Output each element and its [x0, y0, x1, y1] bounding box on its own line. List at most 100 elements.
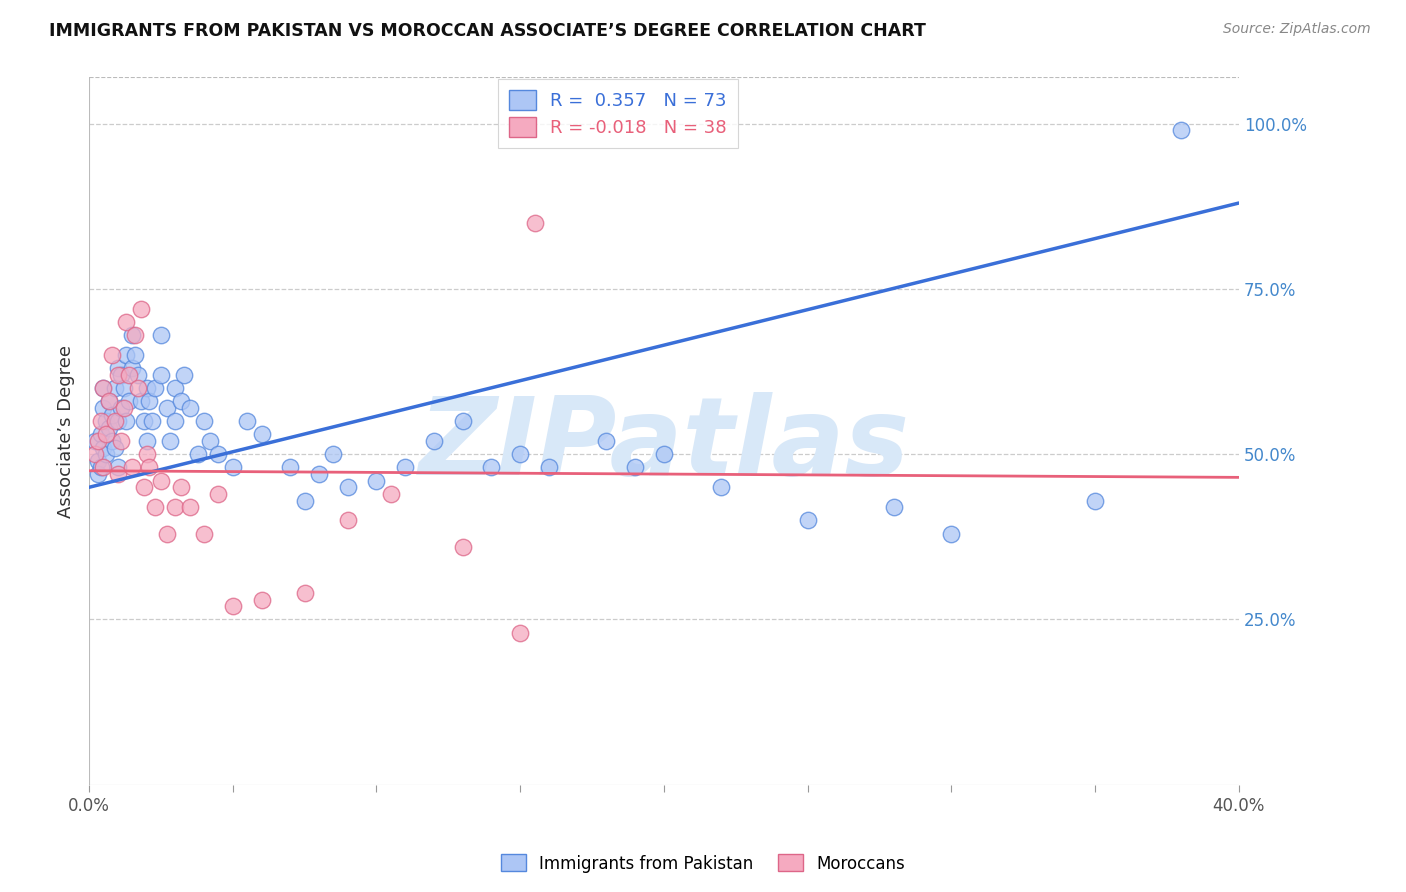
Point: [156, 526, 179, 541]
Point: [135, 447, 157, 461]
Point: [322, 447, 344, 461]
Point: [173, 368, 195, 382]
Point: [121, 361, 143, 376]
Legend: Immigrants from Pakistan, Moroccans: Immigrants from Pakistan, Moroccans: [494, 847, 912, 880]
Point: [118, 368, 141, 382]
Point: [96, 414, 118, 428]
Point: [143, 500, 166, 515]
Point: [110, 434, 132, 448]
Point: [107, 467, 129, 481]
Point: [710, 480, 733, 494]
Point: [107, 361, 129, 376]
Point: [294, 493, 316, 508]
Point: [112, 401, 135, 415]
Point: [222, 599, 245, 614]
Point: [149, 368, 172, 382]
Point: [537, 460, 560, 475]
Point: [336, 513, 359, 527]
Point: [129, 394, 152, 409]
Y-axis label: Associate’s Degree: Associate’s Degree: [58, 344, 75, 517]
Point: [93, 401, 115, 415]
Point: [132, 480, 155, 494]
Point: [198, 434, 221, 448]
Point: [101, 408, 124, 422]
Point: [93, 381, 115, 395]
Text: Source: ZipAtlas.com: Source: ZipAtlas.com: [1223, 22, 1371, 37]
Point: [129, 301, 152, 316]
Text: IMMIGRANTS FROM PAKISTAN VS MOROCCAN ASSOCIATE’S DEGREE CORRELATION CHART: IMMIGRANTS FROM PAKISTAN VS MOROCCAN ASS…: [49, 22, 927, 40]
Point: [366, 474, 388, 488]
Point: [883, 500, 905, 515]
Legend: R =  0.357   N = 73, R = -0.018   N = 38: R = 0.357 N = 73, R = -0.018 N = 38: [498, 79, 738, 148]
Point: [101, 434, 124, 448]
Point: [308, 467, 330, 481]
Point: [115, 315, 138, 329]
Point: [135, 381, 157, 395]
Point: [110, 401, 132, 415]
Point: [451, 540, 474, 554]
Point: [98, 394, 121, 409]
Point: [170, 394, 193, 409]
Point: [250, 592, 273, 607]
Point: [394, 460, 416, 475]
Point: [104, 381, 127, 395]
Point: [250, 427, 273, 442]
Point: [93, 460, 115, 475]
Point: [294, 586, 316, 600]
Point: [93, 441, 115, 455]
Point: [127, 381, 149, 395]
Point: [107, 460, 129, 475]
Point: [1170, 123, 1192, 137]
Point: [207, 447, 229, 461]
Point: [101, 348, 124, 362]
Point: [149, 474, 172, 488]
Point: [156, 401, 179, 415]
Point: [207, 487, 229, 501]
Point: [107, 368, 129, 382]
Point: [98, 394, 121, 409]
Point: [941, 526, 963, 541]
Point: [115, 414, 138, 428]
Point: [236, 414, 259, 428]
Point: [83, 447, 105, 461]
Point: [96, 427, 118, 442]
Point: [159, 434, 181, 448]
Point: [380, 487, 402, 501]
Point: [187, 447, 209, 461]
Text: ZIPatlas: ZIPatlas: [419, 392, 910, 499]
Point: [165, 500, 187, 515]
Point: [193, 414, 215, 428]
Point: [1084, 493, 1107, 508]
Point: [90, 427, 112, 442]
Point: [652, 447, 675, 461]
Point: [132, 414, 155, 428]
Point: [624, 460, 647, 475]
Point: [149, 328, 172, 343]
Point: [135, 434, 157, 448]
Point: [278, 460, 301, 475]
Point: [796, 513, 818, 527]
Point: [179, 500, 201, 515]
Point: [96, 447, 118, 461]
Point: [143, 381, 166, 395]
Point: [124, 328, 146, 343]
Point: [336, 480, 359, 494]
Point: [90, 460, 112, 475]
Point: [107, 414, 129, 428]
Point: [165, 414, 187, 428]
Point: [595, 434, 617, 448]
Point: [90, 414, 112, 428]
Point: [179, 401, 201, 415]
Point: [121, 328, 143, 343]
Point: [165, 381, 187, 395]
Point: [124, 348, 146, 362]
Point: [138, 460, 160, 475]
Point: [98, 421, 121, 435]
Point: [193, 526, 215, 541]
Point: [141, 414, 163, 428]
Point: [110, 368, 132, 382]
Point: [86, 454, 108, 468]
Point: [509, 625, 531, 640]
Point: [93, 381, 115, 395]
Point: [170, 480, 193, 494]
